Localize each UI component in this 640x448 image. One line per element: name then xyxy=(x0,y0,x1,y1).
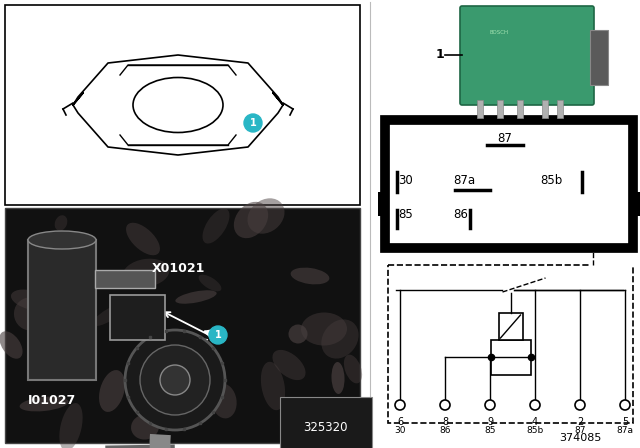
Circle shape xyxy=(209,326,227,344)
Text: 1: 1 xyxy=(250,118,257,128)
Text: X01021: X01021 xyxy=(152,262,205,275)
Bar xyxy=(557,100,563,118)
Bar xyxy=(499,313,522,340)
Ellipse shape xyxy=(0,331,22,359)
Ellipse shape xyxy=(52,294,92,320)
Bar xyxy=(110,295,165,340)
Text: 1: 1 xyxy=(436,48,444,61)
Text: 86: 86 xyxy=(453,208,468,221)
Bar xyxy=(517,100,523,118)
Ellipse shape xyxy=(11,289,51,310)
Bar xyxy=(5,208,360,443)
Text: 87: 87 xyxy=(574,426,586,435)
Text: 8: 8 xyxy=(442,417,448,427)
Circle shape xyxy=(440,400,450,410)
Ellipse shape xyxy=(211,383,237,418)
Circle shape xyxy=(395,400,405,410)
Bar xyxy=(388,265,633,423)
Circle shape xyxy=(160,365,190,395)
Ellipse shape xyxy=(234,202,268,238)
Ellipse shape xyxy=(321,319,358,358)
Ellipse shape xyxy=(157,401,185,426)
Bar xyxy=(95,270,155,288)
Ellipse shape xyxy=(54,215,67,231)
Ellipse shape xyxy=(177,393,191,409)
Circle shape xyxy=(530,400,540,410)
Ellipse shape xyxy=(131,374,173,390)
Ellipse shape xyxy=(289,324,307,344)
Ellipse shape xyxy=(344,355,362,383)
Bar xyxy=(630,192,640,216)
Ellipse shape xyxy=(202,208,230,244)
Ellipse shape xyxy=(116,318,143,336)
Text: 85: 85 xyxy=(484,426,496,435)
Text: 5: 5 xyxy=(622,417,628,427)
Text: 1: 1 xyxy=(214,330,221,340)
Ellipse shape xyxy=(92,304,125,326)
Text: 374085: 374085 xyxy=(559,433,601,443)
Circle shape xyxy=(575,400,585,410)
Text: 30: 30 xyxy=(394,426,406,435)
Circle shape xyxy=(620,400,630,410)
Bar xyxy=(477,100,483,118)
Ellipse shape xyxy=(28,231,96,249)
Bar xyxy=(378,192,388,216)
Ellipse shape xyxy=(291,267,330,284)
Circle shape xyxy=(140,345,210,415)
Circle shape xyxy=(244,114,262,132)
Ellipse shape xyxy=(198,275,221,291)
Text: 85b: 85b xyxy=(526,426,543,435)
Text: 6: 6 xyxy=(397,417,403,427)
Circle shape xyxy=(125,330,225,430)
Bar xyxy=(28,240,96,380)
Bar xyxy=(5,5,360,205)
Ellipse shape xyxy=(332,362,344,394)
Text: 87: 87 xyxy=(497,132,513,145)
Ellipse shape xyxy=(133,78,223,133)
Text: 9: 9 xyxy=(487,417,493,427)
Circle shape xyxy=(485,400,495,410)
Ellipse shape xyxy=(248,198,285,234)
Text: 30: 30 xyxy=(398,173,413,186)
Bar xyxy=(497,100,503,118)
Ellipse shape xyxy=(126,223,160,255)
Text: 2: 2 xyxy=(577,417,583,427)
Ellipse shape xyxy=(99,370,125,412)
Text: 4: 4 xyxy=(532,417,538,427)
Ellipse shape xyxy=(20,396,68,411)
Text: 325320: 325320 xyxy=(303,421,348,434)
Bar xyxy=(542,100,548,118)
Ellipse shape xyxy=(60,403,83,448)
Ellipse shape xyxy=(14,297,46,331)
Ellipse shape xyxy=(175,290,217,304)
Ellipse shape xyxy=(301,313,347,345)
Ellipse shape xyxy=(261,362,285,410)
Ellipse shape xyxy=(131,414,159,439)
Bar xyxy=(385,120,633,248)
Ellipse shape xyxy=(123,258,170,287)
Text: 87a: 87a xyxy=(453,173,475,186)
Bar xyxy=(590,30,608,85)
Text: 85b: 85b xyxy=(540,173,563,186)
Ellipse shape xyxy=(273,350,305,380)
Text: I01027: I01027 xyxy=(28,393,76,406)
Text: BOSCH: BOSCH xyxy=(490,30,509,35)
Text: 86: 86 xyxy=(439,426,451,435)
Bar xyxy=(490,340,531,375)
Text: 85: 85 xyxy=(398,208,413,221)
Text: 87a: 87a xyxy=(616,426,634,435)
FancyBboxPatch shape xyxy=(460,6,594,105)
